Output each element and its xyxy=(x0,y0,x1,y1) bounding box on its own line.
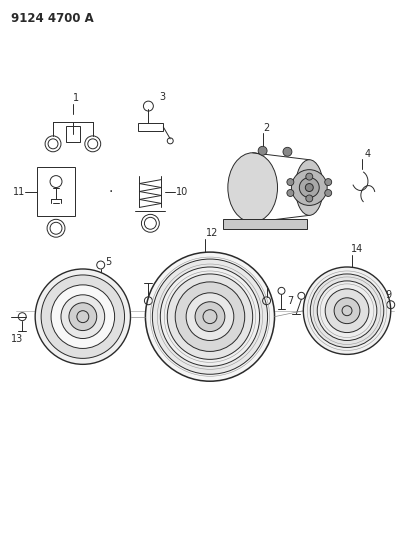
Text: 14: 14 xyxy=(351,244,363,254)
Circle shape xyxy=(306,195,313,202)
Text: 1: 1 xyxy=(73,93,79,103)
Text: 9: 9 xyxy=(386,290,392,300)
Circle shape xyxy=(306,173,313,180)
Circle shape xyxy=(35,269,131,365)
Ellipse shape xyxy=(228,153,277,222)
Circle shape xyxy=(305,183,313,191)
Circle shape xyxy=(325,289,369,333)
Text: 2: 2 xyxy=(263,123,270,133)
Circle shape xyxy=(69,303,97,330)
Circle shape xyxy=(186,293,234,341)
Text: 7: 7 xyxy=(287,296,293,306)
Text: ·: · xyxy=(109,184,113,198)
Ellipse shape xyxy=(296,160,323,215)
Text: 10: 10 xyxy=(176,187,188,197)
Circle shape xyxy=(175,282,245,351)
Circle shape xyxy=(310,274,384,348)
FancyBboxPatch shape xyxy=(139,123,163,131)
Circle shape xyxy=(51,285,115,349)
Text: 8: 8 xyxy=(306,299,312,309)
Text: 3: 3 xyxy=(159,92,165,102)
Circle shape xyxy=(299,177,319,197)
Circle shape xyxy=(291,169,327,205)
Circle shape xyxy=(283,147,292,156)
Circle shape xyxy=(258,147,267,155)
Circle shape xyxy=(167,274,253,359)
Circle shape xyxy=(41,275,125,358)
Circle shape xyxy=(317,281,377,341)
Circle shape xyxy=(287,190,294,197)
Circle shape xyxy=(325,179,332,185)
Text: 9124 4700 A: 9124 4700 A xyxy=(12,12,94,25)
Circle shape xyxy=(303,267,391,354)
Circle shape xyxy=(152,259,268,374)
FancyBboxPatch shape xyxy=(223,219,307,229)
FancyBboxPatch shape xyxy=(66,126,80,142)
FancyBboxPatch shape xyxy=(37,167,75,216)
Circle shape xyxy=(160,267,260,366)
Circle shape xyxy=(325,190,332,197)
Circle shape xyxy=(195,302,225,332)
Circle shape xyxy=(334,298,360,324)
Circle shape xyxy=(61,295,105,338)
Text: 5: 5 xyxy=(106,257,112,267)
Circle shape xyxy=(287,179,294,185)
Text: 4: 4 xyxy=(365,149,371,159)
Circle shape xyxy=(145,252,275,381)
Text: 13: 13 xyxy=(11,334,23,343)
Text: 12: 12 xyxy=(206,228,218,238)
Text: 11: 11 xyxy=(13,187,25,197)
Text: 6: 6 xyxy=(153,302,159,312)
